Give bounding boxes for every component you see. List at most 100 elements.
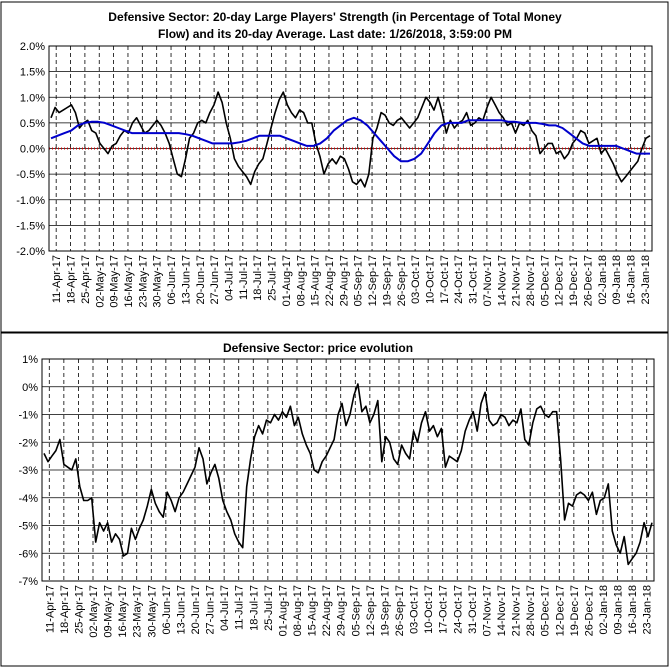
strength-x-tick-label: 01-Aug-17 [281,255,293,306]
price-grid [42,358,654,582]
strength-x-tick-label: 30-May-17 [152,255,164,308]
price-x-tick-label: 26-Dec-17 [583,585,595,636]
price-x-tick-label: 15-Aug-17 [307,585,319,636]
price-x-tick-label: 02-May-17 [88,585,100,638]
price-x-tick-label: 04-Jul-17 [219,585,231,631]
price-y-tick-label: -4% [18,493,38,505]
strength-chart: Defensive Sector: 20-day Large Players' … [0,1,669,333]
price-y-tick-label: 0% [22,382,38,394]
price-y-tick-label: -2% [18,437,38,449]
strength-x-tick-label: 04-Jul-17 [223,255,235,301]
strength-y-tick-label: 0.5% [20,118,45,130]
price-x-tick-label: 17-Oct-17 [438,585,450,634]
strength-x-tick-label: 12-Dec-17 [554,255,566,306]
strength-x-tick-label: 13-Jun-17 [180,255,192,305]
strength-x-tick-label: 25-Jul-17 [267,255,279,301]
strength-x-tick-label: 09-Jan-18 [611,255,623,305]
price-y-tick-label: -7% [18,576,38,588]
strength-x-tick-label: 27-Jun-17 [209,255,221,305]
strength-x-tick-label: 11-Jul-17 [238,255,250,300]
price-x-tick-label: 12-Dec-17 [554,585,566,636]
price-x-tick-label: 12-Sep-17 [365,585,377,636]
price-x-tick-label: 10-Oct-17 [423,585,435,634]
price-x-tick-label: 23-May-17 [132,585,144,638]
strength-y-tick-label: 1.5% [20,67,45,79]
price-x-axis: 11-Apr-17 18-Apr-17 25-Apr-17 02-May-17 09-M… [44,585,653,638]
strength-chart-frame [0,1,669,333]
price-x-tick-label: 24-Oct-17 [452,585,464,634]
strength-y-tick-label: 0.0% [20,144,45,156]
price-x-tick-label: 09-May-17 [103,585,115,638]
strength-x-tick-label: 25-Apr-17 [80,255,92,304]
price-x-tick-label: 19-Sep-17 [379,585,391,636]
strength-plot-area [48,45,653,252]
price-x-tick-label: 21-Nov-17 [511,585,523,636]
price-plot-area [41,358,655,582]
strength-x-tick-label: 20-Jun-17 [195,255,207,305]
price-x-tick-label: 27-Jun-17 [205,585,217,635]
price-x-tick-label: 22-Aug-17 [321,585,333,636]
strength-x-axis: 11-Apr-17 18-Apr-17 25-Apr-17 02-May-17 09-M… [51,255,652,308]
price-x-tick-label: 08-Aug-17 [292,585,304,636]
strength-x-tick-label: 16-Jan-18 [625,255,637,305]
strength-x-tick-label: 09-May-17 [109,255,121,308]
price-x-tick-label: 14-Nov-17 [496,585,508,636]
strength-x-tick-label: 16-May-17 [123,255,135,308]
strength-x-tick-label: 18-Jul-17 [252,255,264,301]
price-x-tick-label: 25-Apr-17 [73,585,85,634]
price-y-tick-label: -5% [18,521,38,533]
price-y-tick-label: -6% [18,548,38,560]
price-chart-title: Defensive Sector: price evolution [223,341,413,355]
price-x-tick-label: 09-Jan-18 [613,585,625,635]
strength-y-tick-label: -1.5% [16,220,45,232]
strength-x-tick-label: 05-Dec-17 [539,255,551,306]
strength-x-tick-label: 07-Nov-17 [482,255,494,306]
price-y-tick-label: -1% [18,410,38,422]
strength-x-tick-label: 24-Oct-17 [453,255,465,304]
price-x-tick-label: 18-Apr-17 [59,585,71,634]
price-x-tick-label: 25-Jul-17 [263,585,275,631]
strength-chart-title-line2: Flow) and its 20-day Average. Last date:… [158,27,512,41]
strength-chart-title-line1: Defensive Sector: 20-day Large Players' … [108,10,562,24]
price-x-tick-label: 30-May-17 [146,585,158,638]
price-y-tick-label: 1% [22,354,38,366]
price-x-tick-label: 19-Dec-17 [569,585,581,636]
price-x-tick-label: 16-Jan-18 [627,585,639,635]
price-x-tick-label: 29-Aug-17 [336,585,348,636]
strength-x-tick-label: 08-Aug-17 [295,255,307,306]
strength-x-tick-label: 10-Oct-17 [424,255,436,304]
price-x-tick-label: 05-Dec-17 [540,585,552,636]
strength-x-tick-label: 26-Sep-17 [396,255,408,306]
strength-x-tick-label: 02-May-17 [94,255,106,308]
strength-x-tick-label: 17-Oct-17 [439,255,451,304]
strength-x-tick-label: 06-Jun-17 [166,255,178,305]
price-x-tick-label: 11-Apr-17 [44,585,56,633]
price-x-tick-label: 05-Sep-17 [350,585,362,636]
strength-x-tick-label: 23-Jan-18 [640,255,652,305]
strength-x-tick-label: 02-Jan-18 [597,255,609,305]
strength-x-tick-label: 22-Aug-17 [324,255,336,306]
price-y-axis: 1% 0% -1% -2% -3% -4% -5% -6% -7% [18,354,38,588]
strength-x-tick-label: 03-Oct-17 [410,255,422,304]
price-chart: Defensive Sector: price evolution 1% 0% -1… [0,332,669,667]
price-x-tick-label: 26-Sep-17 [394,585,406,636]
strength-x-tick-label: 15-Aug-17 [310,255,322,306]
price-x-tick-label: 16-May-17 [117,585,129,638]
price-x-tick-label: 23-Jan-18 [642,585,654,635]
price-series [43,383,653,566]
strength-x-tick-label: 19-Sep-17 [381,255,393,306]
strength-x-tick-label: 12-Sep-17 [367,255,379,306]
strength-strength-line [50,91,651,188]
price-x-tick-label: 11-Jul-17 [234,585,246,630]
strength-y-axis: 2.0% 1.5% 1.0% 0.5% 0.0% -0.5% -1.0% -1.5% -2.0% [16,41,45,258]
price-y-tick-label: -3% [18,465,38,477]
strength-x-tick-label: 11-Apr-17 [51,255,63,303]
strength-x-tick-label: 19-Dec-17 [568,255,580,306]
strength-y-tick-label: 1.0% [20,92,45,104]
price-x-tick-label: 28-Nov-17 [525,585,537,636]
strength-x-tick-label: 23-May-17 [137,255,149,308]
price-x-tick-label: 06-Jun-17 [161,585,173,635]
strength-average-line [50,116,650,163]
strength-y-tick-label: -0.5% [16,169,45,181]
